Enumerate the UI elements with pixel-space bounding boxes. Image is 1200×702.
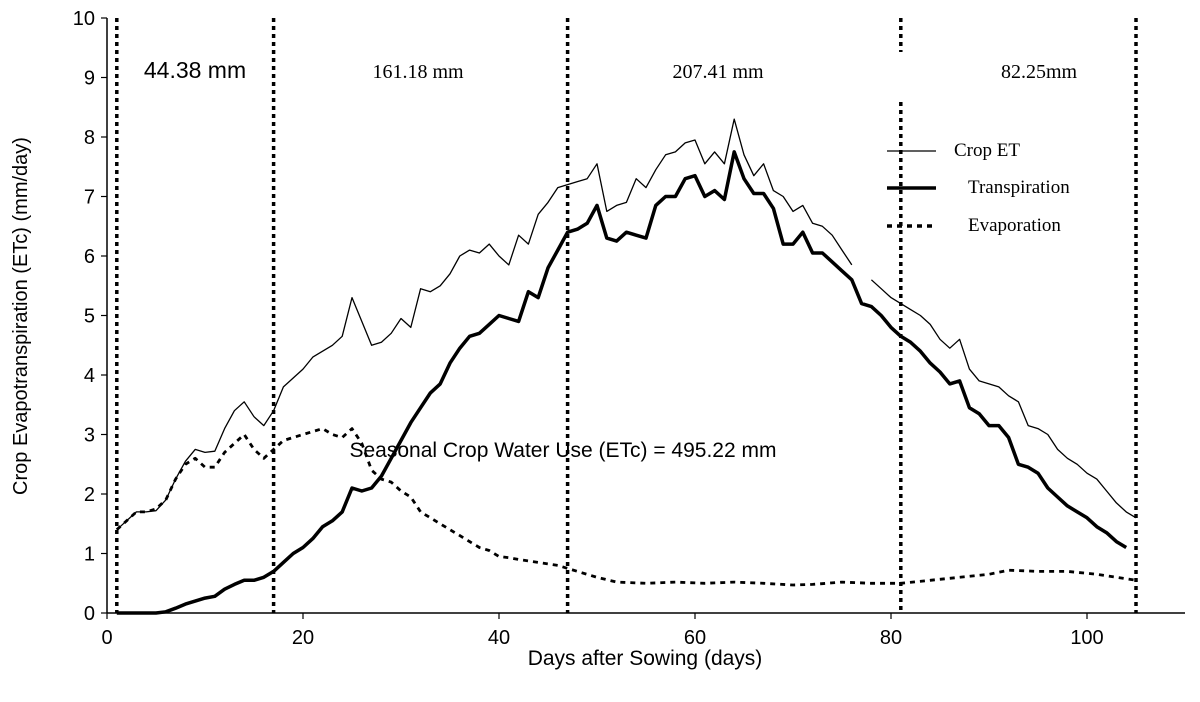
series-line-evaporation [115, 427, 1137, 587]
series-line-crop-et [870, 279, 1137, 519]
y-tick-label: 5 [84, 306, 95, 328]
x-tick-label: 40 [488, 627, 510, 649]
stage-total-labels: 44.38 mm 161.18 mm 207.41 mm 82.25mm [144, 57, 1078, 83]
stage-total-label: 82.25mm [1001, 61, 1078, 83]
legend-label-evaporation: Evaporation [968, 215, 1061, 236]
stage-boundary-lines [115, 18, 1138, 613]
y-tick-label: 7 [84, 187, 95, 209]
series-layer [115, 118, 1137, 615]
annotation-seasonal-water-use: Seasonal Crop Water Use (ETc) = 495.22 m… [350, 439, 777, 462]
series-line-transpiration [116, 150, 1128, 615]
y-axis-ticks: 0 1 2 3 4 5 6 7 8 9 10 [73, 8, 107, 625]
y-tick-label: 9 [84, 68, 95, 90]
plot-area [106, 18, 1185, 614]
series-line-crop-et [116, 118, 853, 531]
y-tick-label: 2 [84, 484, 95, 506]
y-tick-label: 6 [84, 246, 95, 268]
x-tick-label: 0 [101, 627, 112, 649]
stage-total-label: 161.18 mm [372, 61, 464, 83]
legend: Crop ET Transpiration Evaporation [887, 140, 1070, 236]
y-tick-label: 4 [84, 365, 95, 387]
x-axis-ticks: 0 20 40 60 80 100 [101, 613, 1104, 649]
x-tick-label: 20 [292, 627, 314, 649]
y-axis-title: Crop Evapotranspiration (ETc) (mm/day) [10, 137, 32, 495]
x-tick-label: 80 [880, 627, 902, 649]
x-tick-label: 100 [1070, 627, 1103, 649]
stage-total-label: 207.41 mm [672, 61, 764, 83]
x-axis-title: Days after Sowing (days) [528, 647, 763, 670]
y-tick-label: 1 [84, 544, 95, 566]
x-tick-label: 60 [684, 627, 706, 649]
y-tick-label: 3 [84, 425, 95, 447]
y-tick-label: 10 [73, 8, 95, 30]
legend-label-crop-et: Crop ET [954, 140, 1020, 161]
y-tick-label: 0 [84, 603, 95, 625]
legend-label-transpiration: Transpiration [968, 177, 1070, 198]
y-tick-label: 8 [84, 127, 95, 149]
stage-total-label: 44.38 mm [144, 57, 246, 83]
